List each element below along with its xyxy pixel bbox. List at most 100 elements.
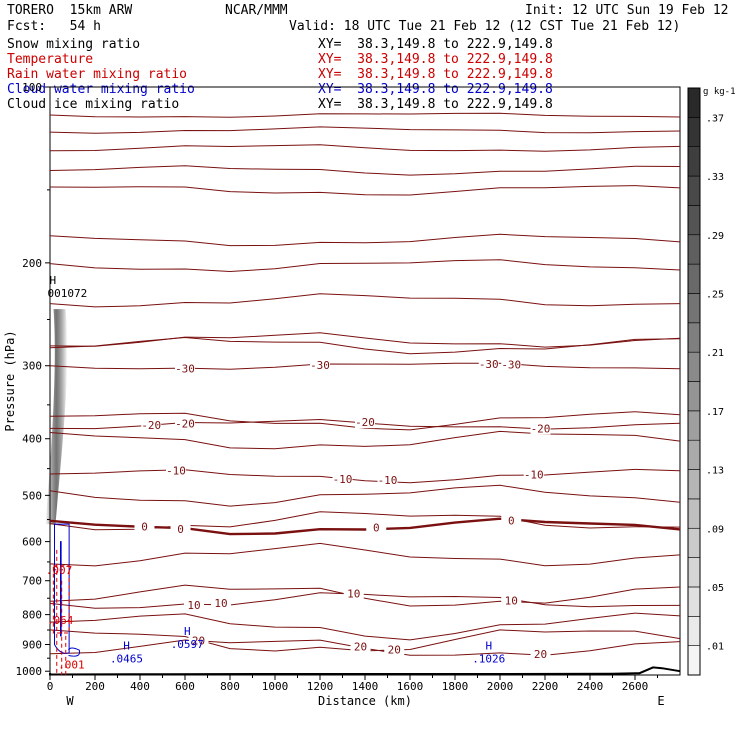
temperature-contour-label: 20 bbox=[534, 648, 547, 661]
cloud-water-contour bbox=[60, 541, 62, 637]
contour-label-bg bbox=[332, 472, 353, 485]
temperature-contour-line bbox=[49, 411, 681, 431]
colorbar-tick-label: .09 bbox=[706, 524, 724, 535]
colorbar-segment bbox=[687, 410, 701, 441]
temperature-contour-label: 0 bbox=[373, 521, 380, 534]
colorbar-segment bbox=[687, 322, 701, 353]
contour-label-bg bbox=[350, 640, 371, 653]
x-tick-label: 2600 bbox=[622, 680, 649, 693]
x-tick-label: 1200 bbox=[307, 680, 334, 693]
cloud-water-contour bbox=[68, 647, 81, 657]
temperature-contour-label: 20 bbox=[388, 644, 401, 657]
x-tick-label: 600 bbox=[175, 680, 195, 693]
temperature-contour-label: 10 bbox=[347, 587, 360, 600]
model-title: TORERO 15km ARW bbox=[7, 3, 133, 18]
field-label-snow: Snow mixing ratio bbox=[7, 37, 141, 52]
colorbar-segment bbox=[687, 498, 701, 529]
contour-label-bg bbox=[211, 596, 231, 609]
temperature-contour-line bbox=[49, 336, 681, 355]
contour-label-bg bbox=[175, 417, 195, 430]
contour-label-bg bbox=[184, 598, 204, 611]
contour-label-bg bbox=[478, 357, 499, 370]
xy-range-cloud-water: XY= 38.3,149.8 to 222.9,149.8 bbox=[318, 82, 553, 97]
xy-range-snow: XY= 38.3,149.8 to 222.9,149.8 bbox=[318, 37, 553, 52]
colorbar-tick-label: .01 bbox=[706, 642, 724, 653]
colorbar-tick-label: .21 bbox=[706, 348, 724, 359]
terrain-line bbox=[49, 666, 681, 676]
contour-label-bg bbox=[170, 523, 191, 536]
temperature-contour-line bbox=[49, 185, 681, 196]
colorbar-frame bbox=[687, 87, 701, 676]
temperature-contour-label: -30 bbox=[479, 358, 499, 371]
forecast-hour: Fcst: 54 h bbox=[7, 19, 101, 34]
colorbar-tick-label: .17 bbox=[706, 407, 724, 418]
colorbar-segment bbox=[687, 439, 701, 470]
y-tick-label: 700 bbox=[22, 575, 42, 588]
colorbar-segment bbox=[687, 381, 701, 412]
temperature-contour-line bbox=[49, 612, 681, 641]
colorbar-segment bbox=[687, 615, 701, 646]
y-tick-label: 800 bbox=[22, 609, 42, 622]
temperature-contour-line bbox=[49, 484, 681, 507]
colorbar-segment bbox=[687, 293, 701, 324]
x-tick-label: 2400 bbox=[577, 680, 604, 693]
colorbar-segment bbox=[687, 205, 701, 236]
temperature-contour-label: -30 bbox=[310, 359, 330, 372]
x-axis-label: Distance (km) bbox=[318, 694, 412, 708]
temperature-contour-line bbox=[49, 259, 681, 273]
contour-label-bg bbox=[175, 362, 195, 375]
field-label-cloud-water: Cloud water mixing ratio bbox=[7, 82, 195, 97]
xy-range-temperature: XY= 38.3,149.8 to 222.9,149.8 bbox=[318, 52, 553, 67]
temperature-contour-label: 10 bbox=[214, 597, 227, 610]
cloud-water-max-marker: H bbox=[123, 640, 130, 653]
contour-label-bg bbox=[310, 358, 330, 371]
field-label-cloud-ice: Cloud ice mixing ratio bbox=[7, 97, 180, 112]
contour-label-bg bbox=[343, 587, 364, 600]
contour-label-bg bbox=[141, 419, 162, 432]
colorbar-tick-label: .05 bbox=[706, 583, 724, 594]
colorbar-segment bbox=[687, 87, 701, 118]
colorbar-unit-label: g kg-1 bbox=[703, 87, 736, 97]
temperature-contour-label: 0 bbox=[177, 523, 184, 536]
temperature-contour-label: -30 bbox=[501, 359, 521, 372]
temperature-contour-line bbox=[49, 112, 681, 118]
colorbar-segment bbox=[687, 117, 701, 147]
cloud-water-max-value: .0465 bbox=[110, 653, 143, 666]
x-tick-label: 2000 bbox=[487, 680, 514, 693]
contour-label-bg bbox=[355, 416, 375, 429]
temperature-contour-label: 0 bbox=[141, 520, 148, 533]
y-tick-label: 900 bbox=[22, 638, 42, 651]
colorbar-tick-label: .37 bbox=[706, 113, 724, 124]
center-label: NCAR/MMM bbox=[225, 3, 288, 18]
colorbar-segment bbox=[687, 351, 701, 382]
cloud-water-max-value: .0597 bbox=[171, 638, 204, 651]
snow-max-marker: H bbox=[50, 274, 57, 287]
temperature-contour-line bbox=[49, 165, 681, 176]
x-tick-label: 1000 bbox=[262, 680, 289, 693]
y-axis-label: Pressure (hPa) bbox=[3, 330, 17, 431]
y-tick-label: 500 bbox=[22, 489, 42, 502]
contour-label-bg bbox=[530, 647, 551, 660]
rain-water-label: .007 bbox=[46, 564, 73, 577]
temperature-contour-line bbox=[49, 144, 681, 152]
colorbar-segment bbox=[687, 175, 701, 206]
x-tick-label: 1800 bbox=[442, 680, 469, 693]
colorbar-tick-label: .29 bbox=[706, 231, 724, 242]
valid-time: Valid: 18 UTC Tue 21 Feb 12 (12 CST Tue … bbox=[289, 19, 681, 34]
temperature-contour-label: 10 bbox=[505, 595, 518, 608]
x-end-label-west: W bbox=[66, 694, 74, 708]
contour-label-bg bbox=[366, 521, 387, 534]
colorbar-segment bbox=[687, 469, 701, 500]
x-tick-label: 1400 bbox=[352, 680, 379, 693]
temperature-contour-label: -10 bbox=[333, 473, 353, 486]
temperature-contour-label: 20 bbox=[354, 640, 367, 653]
contour-label-bg bbox=[377, 474, 398, 487]
contour-label-bg bbox=[188, 634, 209, 647]
y-tick-label: 400 bbox=[22, 433, 42, 446]
temperature-contour-label: -20 bbox=[355, 416, 375, 429]
colorbar-tick-label: .33 bbox=[706, 172, 724, 183]
xy-range-cloud-ice: XY= 38.3,149.8 to 222.9,149.8 bbox=[318, 97, 553, 112]
colorbar-segment bbox=[687, 527, 701, 558]
cloud-water-max-value: .1026 bbox=[472, 653, 505, 666]
